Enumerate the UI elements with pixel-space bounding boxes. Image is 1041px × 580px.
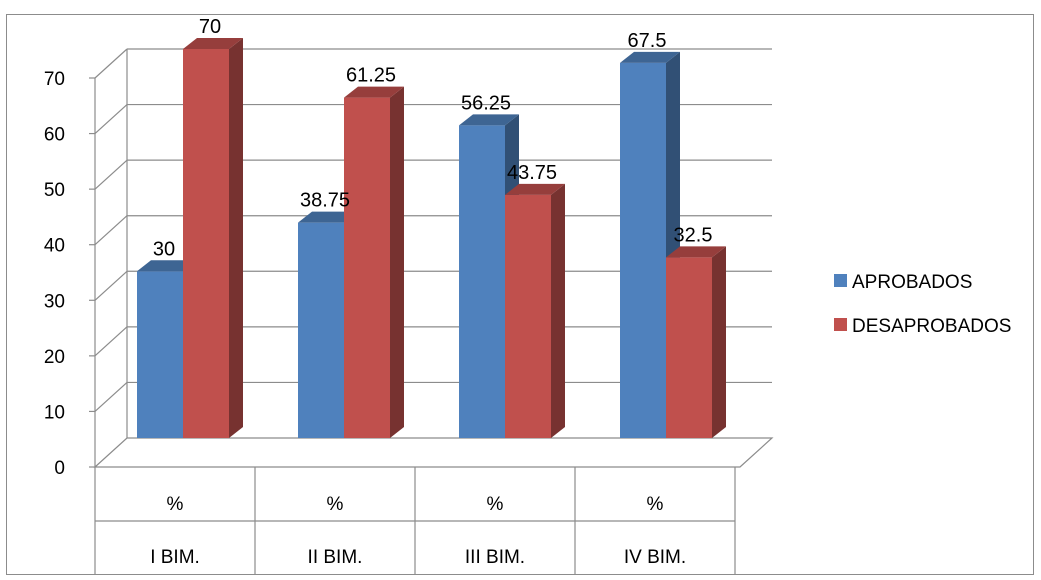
data-label: 43.75 (507, 162, 557, 184)
chart-walls (93, 49, 774, 468)
bar-side (712, 246, 726, 438)
bar-desaprobados-1[interactable] (183, 49, 229, 438)
data-label: 32.5 (674, 224, 713, 246)
bars (137, 38, 726, 439)
bar-side (229, 38, 243, 438)
category-label-top: % (647, 494, 664, 515)
legend-label: DESAPROBADOS (852, 316, 1011, 337)
bar-aprobados-4[interactable] (620, 62, 666, 439)
category-axis: % I BIM.% II BIM.% III BIM.% IV BIM. (94, 467, 736, 575)
y-tick-label: 40 (44, 236, 65, 257)
y-tick-label: 30 (44, 291, 65, 312)
bar-top (137, 260, 197, 272)
gridline-side (94, 48, 128, 79)
bar-desaprobados-2[interactable] (344, 97, 390, 438)
gridline-side (94, 215, 128, 246)
gridline-side (94, 159, 128, 190)
bar-aprobados-2[interactable] (298, 222, 344, 438)
data-label: 56.25 (461, 92, 511, 114)
bar-side (390, 86, 404, 438)
y-tick-label: 50 (44, 180, 65, 201)
legend-label: APROBADOS (852, 272, 972, 293)
bar-top (459, 114, 519, 126)
data-label: 67.5 (628, 30, 667, 52)
chart-floor (93, 437, 774, 468)
category-label-top: % (327, 494, 344, 515)
data-label: 70 (199, 16, 221, 38)
bar-top (183, 38, 243, 49)
bar-side (551, 183, 565, 438)
bar-aprobados-1[interactable] (137, 271, 183, 438)
gridline-side (94, 270, 128, 301)
gridline-side (94, 381, 128, 412)
y-tick-label: 20 (44, 347, 65, 368)
legend-swatch (834, 274, 847, 287)
gridline-side (94, 326, 128, 357)
bar-top (505, 183, 565, 195)
category-label-top: % (487, 494, 504, 515)
bar-top (666, 246, 726, 258)
category-label: IV BIM. (624, 547, 686, 568)
y-tick-label: 60 (44, 125, 65, 146)
bar-top (620, 51, 680, 63)
y-tick-label: 70 (44, 69, 65, 90)
bar-top (298, 211, 358, 223)
category-label: II BIM. (308, 547, 363, 568)
y-tick-label: 10 (44, 402, 65, 423)
data-label: 38.75 (300, 190, 350, 212)
bar-aprobados-3[interactable] (459, 125, 505, 439)
bar-top (344, 86, 404, 98)
category-label-top: % (167, 494, 184, 515)
category-label: III BIM. (465, 547, 525, 568)
category-label: I BIM. (150, 547, 200, 568)
data-label: 30 (153, 238, 175, 260)
bar-desaprobados-3[interactable] (505, 194, 551, 438)
data-labels: 30 70 38.75 61.25 56.25 43.75 67.5 32.5 (153, 16, 713, 260)
legend: APROBADOS DESAPROBADOS (834, 272, 1011, 337)
y-tick-label: 0 (54, 458, 65, 479)
legend-swatch (834, 318, 847, 331)
data-label: 61.25 (346, 65, 396, 87)
bar-desaprobados-4[interactable] (666, 257, 712, 438)
y-axis-ticks: 0 10 20 30 40 50 60 70 (44, 69, 65, 479)
gridline-side (94, 104, 128, 135)
